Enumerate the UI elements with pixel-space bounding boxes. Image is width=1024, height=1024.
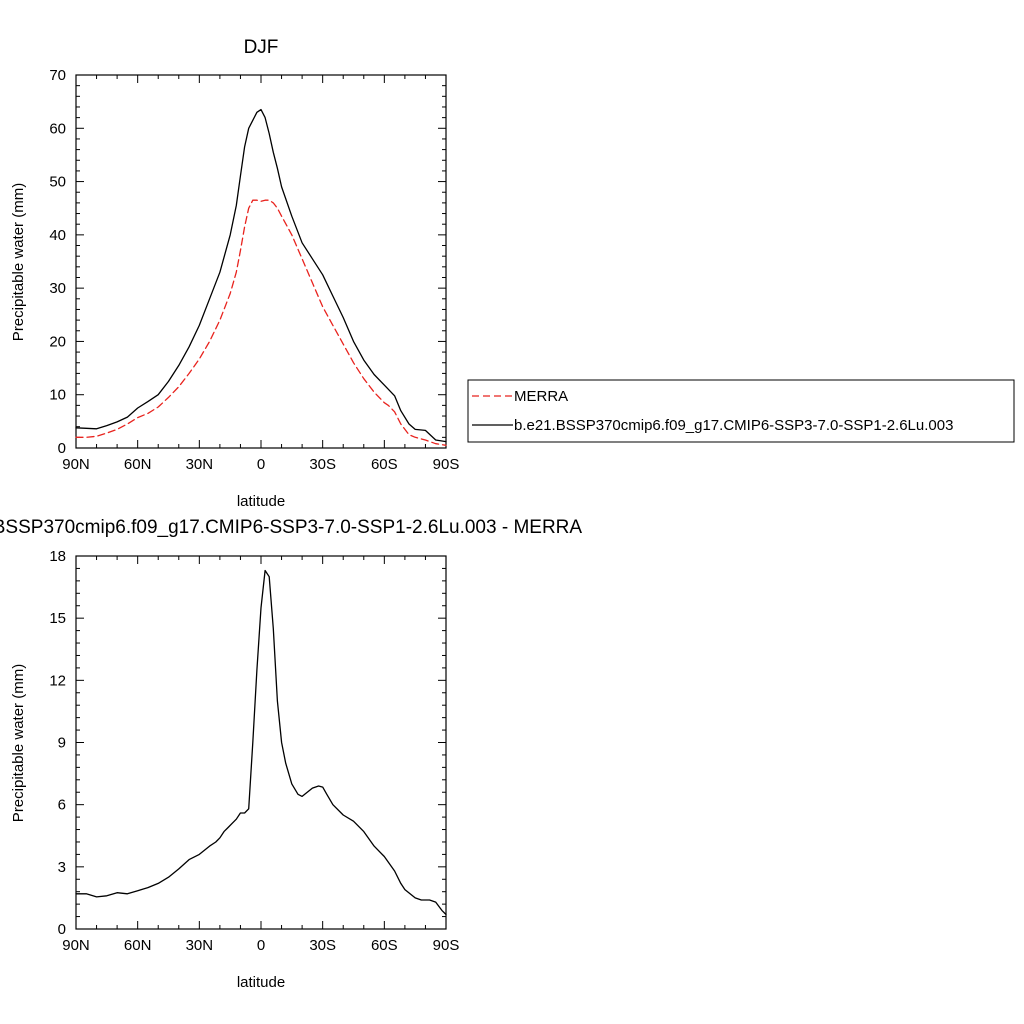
panel-bottom-y-tick-label: 9 (58, 735, 66, 752)
panel-bottom-series-difference-line (75, 569, 447, 916)
panel-bottom-y-tick-label: 15 (49, 610, 66, 627)
panel-bottom-y-tick-label: 6 (58, 797, 66, 814)
panel-bottom-x-tick-label: 90S (433, 937, 460, 954)
panel-top-series-merra-line (75, 199, 447, 446)
panel-top-x-tick-label: 0 (257, 456, 265, 473)
panel-bottom-y-tick-labels: 0 3 6 9 12 15 18 (49, 548, 66, 938)
panel-bottom-y-axis-label: Precipitable water (mm) (10, 664, 27, 822)
legend-box (467, 379, 1015, 443)
panel-bottom: b.e21.BSSP370cmip6.f09_g17.CMIP6-SSP3-7.… (0, 517, 582, 991)
panel-top-x-tick-label: 60S (371, 456, 398, 473)
panel-bottom-series (75, 569, 447, 916)
panel-bottom-y-tick-label: 12 (49, 672, 66, 689)
legend: MERRA b.e21.BSSP370cmip6.f09_g17.CMIP6-S… (467, 379, 1015, 443)
panel-bottom-y-tick-label: 3 (58, 859, 66, 876)
panel-top-x-tick-labels: 90N 60N 30N 0 30S 60S 90S (62, 456, 459, 473)
panel-top-y-tick-label: 60 (49, 120, 66, 137)
panel-bottom-y-tick-label: 0 (58, 921, 66, 938)
panel-bottom-x-tick-label: 60N (124, 937, 152, 954)
panel-bottom-title: b.e21.BSSP370cmip6.f09_g17.CMIP6-SSP3-7.… (0, 517, 582, 538)
legend-merra-label: MERRA (514, 388, 568, 405)
panel-top-title: DJF (244, 37, 279, 58)
panel-top-y-tick-label: 50 (49, 174, 66, 191)
panel-top-y-tick-label: 0 (58, 440, 66, 457)
panel-bottom-ticks (75, 555, 447, 930)
panel-bottom-y-tick-label: 18 (49, 548, 66, 565)
panel-top-x-tick-label: 30S (309, 456, 336, 473)
panel-top-y-tick-label: 40 (49, 227, 66, 244)
panel-top-ticks (75, 74, 447, 449)
panel-bottom-x-tick-label: 60S (371, 937, 398, 954)
panel-bottom-x-axis-label: latitude (237, 974, 285, 991)
panel-top-y-tick-label: 10 (49, 387, 66, 404)
legend-model-label: b.e21.BSSP370cmip6.f09_g17.CMIP6-SSP3-7.… (514, 417, 953, 434)
panel-bottom-x-tick-labels: 90N 60N 30N 0 30S 60S 90S (62, 937, 459, 954)
panel-top-y-tick-labels: 0 10 20 30 40 50 60 70 (49, 67, 66, 457)
panel-top-y-axis-label: Precipitable water (mm) (10, 183, 27, 341)
panel-bottom-x-tick-label: 90N (62, 937, 90, 954)
panel-top-x-tick-label: 90S (433, 456, 460, 473)
panel-top-x-tick-label: 30N (186, 456, 214, 473)
panel-top-y-tick-label: 20 (49, 333, 66, 350)
panel-bottom-x-tick-label: 0 (257, 937, 265, 954)
panel-bottom-x-tick-label: 30S (309, 937, 336, 954)
panel-bottom-x-tick-label: 30N (186, 937, 214, 954)
panel-top-y-tick-label: 30 (49, 280, 66, 297)
panel-top-x-tick-label: 90N (62, 456, 90, 473)
panel-top-x-tick-label: 60N (124, 456, 152, 473)
panel-top-series (75, 108, 447, 446)
panel-top-x-axis-label: latitude (237, 493, 285, 510)
panel-top-y-tick-label: 70 (49, 67, 66, 84)
panel-top-series-model-line (75, 108, 447, 443)
